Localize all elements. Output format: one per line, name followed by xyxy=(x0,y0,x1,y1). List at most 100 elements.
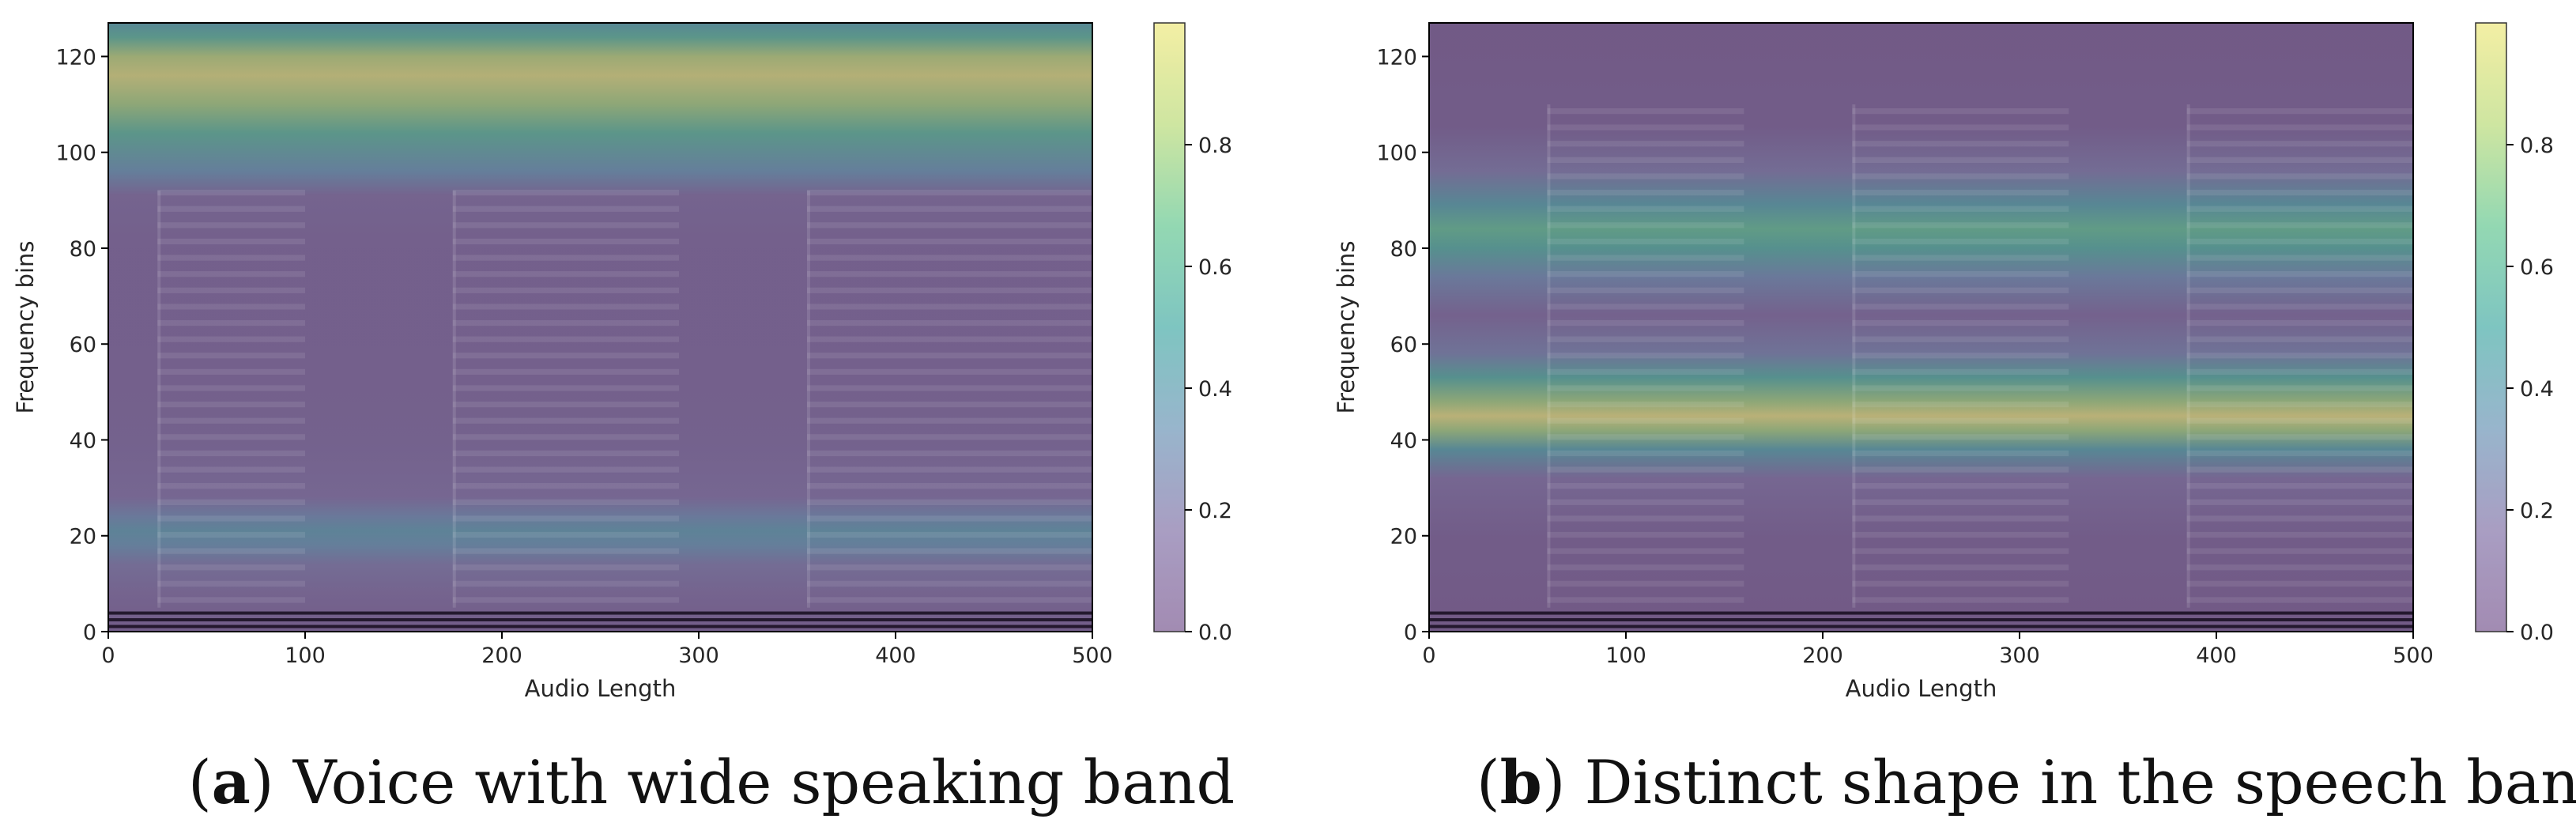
y-axis-label: Frequency bins xyxy=(12,241,39,414)
harmonic-stripe xyxy=(806,319,1092,326)
attention-overlay xyxy=(108,23,1092,632)
harmonic-stripe xyxy=(157,564,305,571)
harmonic-stripe xyxy=(157,385,305,391)
harmonic-stripe xyxy=(806,238,1092,245)
y-tick-label: 20 xyxy=(1390,525,1417,549)
panel-a: 0 100 200 300 400 500 0 20 40 60 80 100 120 Audio Len… xyxy=(12,22,1232,702)
x-tick-label: 400 xyxy=(875,643,916,668)
harmonic-stripe xyxy=(1852,515,2069,522)
harmonic-stripe xyxy=(806,189,1092,196)
harmonic-stripe xyxy=(2186,189,2413,196)
low-band-line xyxy=(108,611,1092,615)
harmonic-stripe xyxy=(452,580,680,587)
harmonic-stripe xyxy=(1852,499,2069,505)
harmonic-stripe xyxy=(452,499,680,505)
harmonic-stripe xyxy=(157,189,305,196)
attention-overlay xyxy=(1429,23,2413,632)
axes-frame xyxy=(107,22,1093,632)
harmonic-stripe xyxy=(157,368,305,375)
harmonic-stripe xyxy=(452,353,680,359)
harmonic-stripe xyxy=(806,434,1092,440)
harmonic-stripe xyxy=(1547,157,1744,164)
caption-b: (b) Distinct shape in the speech band xyxy=(1477,747,2576,817)
harmonic-stripe xyxy=(2186,255,2413,261)
harmonic-stripe xyxy=(1852,319,2069,326)
harmonic-stripe xyxy=(2186,450,2413,457)
colorbar-tick-label: 0.4 xyxy=(2520,377,2554,402)
harmonic-stripe xyxy=(1547,336,1744,342)
speech-segment xyxy=(806,189,1092,608)
harmonic-stripe xyxy=(1852,108,2069,115)
harmonic-stripe xyxy=(1852,580,2069,587)
harmonic-stripe xyxy=(806,336,1092,342)
y-tick-label: 80 xyxy=(70,237,96,262)
harmonic-stripe xyxy=(806,385,1092,391)
harmonic-stripe xyxy=(2186,157,2413,164)
harmonic-stripe xyxy=(2186,597,2413,603)
harmonic-stripe xyxy=(1852,417,2069,424)
harmonic-stripe xyxy=(1547,434,1744,440)
low-band-line xyxy=(108,618,1092,622)
harmonic-stripe xyxy=(806,515,1092,522)
x-tick-label: 0 xyxy=(1422,643,1435,668)
spectrogram-plot-b xyxy=(1429,23,2413,632)
harmonic-stripe xyxy=(806,271,1092,277)
harmonic-stripe xyxy=(157,238,305,245)
x-tick-label: 100 xyxy=(285,643,326,668)
harmonic-stripe xyxy=(2186,401,2413,408)
harmonic-stripe xyxy=(452,189,680,196)
segment-onset xyxy=(1547,104,1551,608)
harmonic-stripe xyxy=(157,271,305,277)
x-tick-label: 500 xyxy=(1072,643,1113,668)
y-tick-label: 120 xyxy=(1376,45,1417,70)
colorbar xyxy=(1153,22,1186,632)
colorbar xyxy=(2475,22,2507,632)
harmonic-stripe xyxy=(2186,548,2413,554)
harmonic-stripe xyxy=(157,515,305,522)
y-tick-label: 40 xyxy=(70,428,96,453)
spectrogram-plot-a xyxy=(108,23,1092,632)
harmonic-stripe xyxy=(806,531,1092,538)
harmonic-stripe xyxy=(1852,368,2069,375)
harmonic-stripe xyxy=(1852,564,2069,571)
harmonic-stripe xyxy=(806,483,1092,489)
harmonic-stripe xyxy=(2186,564,2413,571)
harmonic-stripe xyxy=(1852,353,2069,359)
harmonic-stripe xyxy=(452,319,680,326)
caption-b-text: Distinct shape in the speech band xyxy=(1584,747,2576,817)
x-axis-label: Audio Length xyxy=(1846,675,1997,702)
harmonic-stripe xyxy=(452,548,680,554)
harmonic-stripe xyxy=(1547,499,1744,505)
harmonic-stripe xyxy=(806,353,1092,359)
harmonic-stripe xyxy=(1547,483,1744,489)
harmonic-stripe xyxy=(1547,515,1744,522)
colorbar-tick-label: 0.4 xyxy=(1198,377,1232,402)
harmonic-stripe xyxy=(157,255,305,261)
harmonic-stripe xyxy=(1852,255,2069,261)
harmonic-stripe xyxy=(806,368,1092,375)
harmonic-stripe xyxy=(806,401,1092,408)
harmonic-stripe xyxy=(157,417,305,424)
harmonic-stripe xyxy=(1547,271,1744,277)
harmonic-stripe xyxy=(452,336,680,342)
harmonic-stripe xyxy=(1547,368,1744,375)
speech-segment xyxy=(1547,104,1744,608)
speech-segment xyxy=(2186,104,2413,608)
y-tick-label: 0 xyxy=(83,621,96,645)
harmonic-stripe xyxy=(1547,385,1744,391)
harmonic-stripe xyxy=(157,450,305,457)
colorbar-tick-label: 0.0 xyxy=(2520,621,2554,645)
colorbar-tick-label: 0.6 xyxy=(1198,255,1232,280)
harmonic-stripe xyxy=(1852,157,2069,164)
harmonic-stripe xyxy=(157,222,305,228)
harmonic-stripe xyxy=(1547,189,1744,196)
y-tick-label: 40 xyxy=(1390,428,1417,453)
x-tick-label: 0 xyxy=(101,643,115,668)
harmonic-stripe xyxy=(452,597,680,603)
harmonic-stripe xyxy=(157,401,305,408)
harmonic-stripe xyxy=(806,466,1092,473)
harmonic-stripe xyxy=(2186,271,2413,277)
harmonic-stripe xyxy=(1547,124,1744,130)
harmonic-stripe xyxy=(452,564,680,571)
